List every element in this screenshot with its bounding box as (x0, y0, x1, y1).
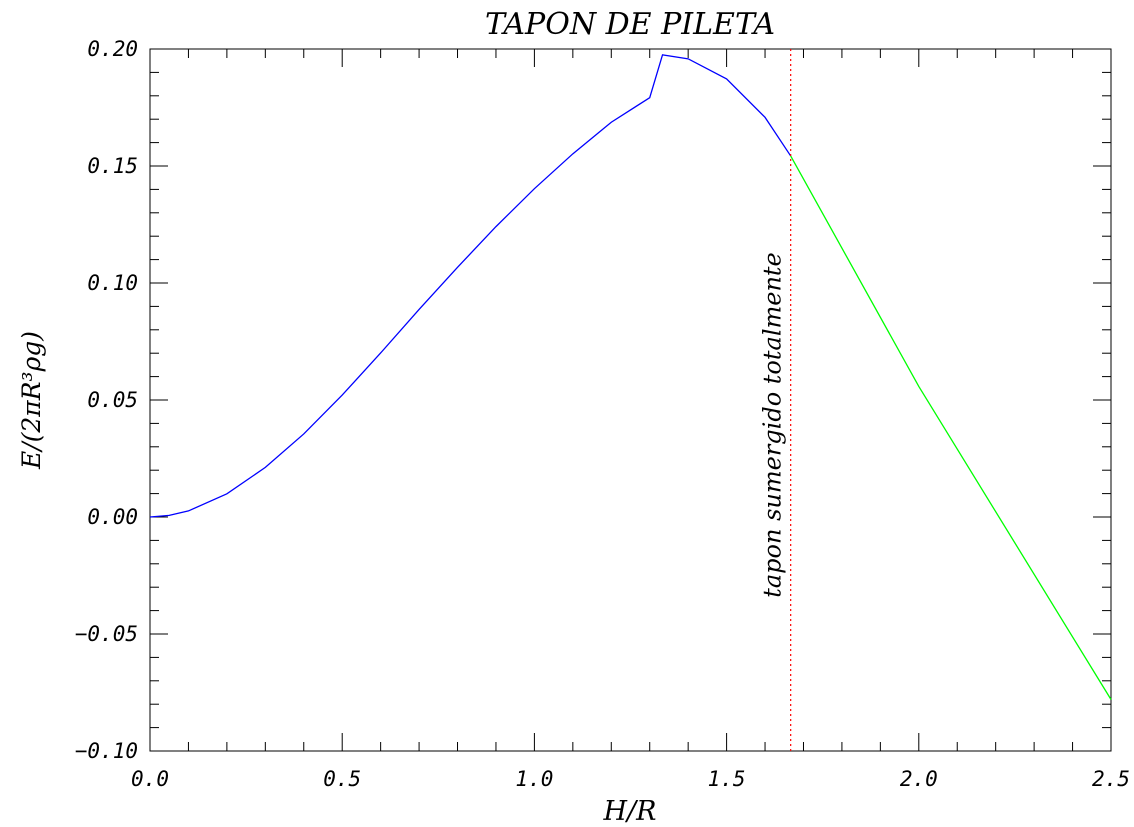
y-axis-label: E/(2πR³ρg) (17, 331, 46, 470)
y-tick-label: −0.10 (75, 739, 138, 763)
x-tick-label: 2.0 (900, 767, 938, 791)
annotations: tapon sumergido totalmente (759, 49, 792, 751)
y-tick-label: 0.15 (87, 154, 138, 178)
y-tick-label: 0.20 (87, 37, 138, 61)
x-tick-label: 1.5 (708, 767, 746, 791)
series-line-2 (790, 155, 1112, 700)
tick-marks (149, 48, 1112, 752)
x-tick-label: 2.5 (1092, 767, 1130, 791)
tick-labels: 0.0 0.5 1.0 1.5 2.0 2.5 −0.10 −0.05 0.00 0.05 0.10… (75, 37, 1130, 791)
y-tick-label: 0.10 (87, 271, 138, 295)
threshold-annotation-text: tapon sumergido totalmente (759, 252, 787, 598)
x-tick-label: 0.0 (131, 767, 169, 791)
plot-frame (149, 48, 1112, 752)
series-line-1 (149, 54, 792, 518)
y-tick-label: 0.05 (87, 388, 138, 412)
y-tick-label: −0.05 (75, 622, 138, 646)
chart-title: TAPON DE PILETA (485, 7, 775, 42)
y-tick-label: 0.00 (87, 505, 138, 529)
series-group (149, 54, 1112, 700)
x-axis-label: H/R (603, 796, 657, 827)
x-tick-label: 1.0 (515, 767, 553, 791)
x-tick-label: 0.5 (323, 767, 361, 791)
